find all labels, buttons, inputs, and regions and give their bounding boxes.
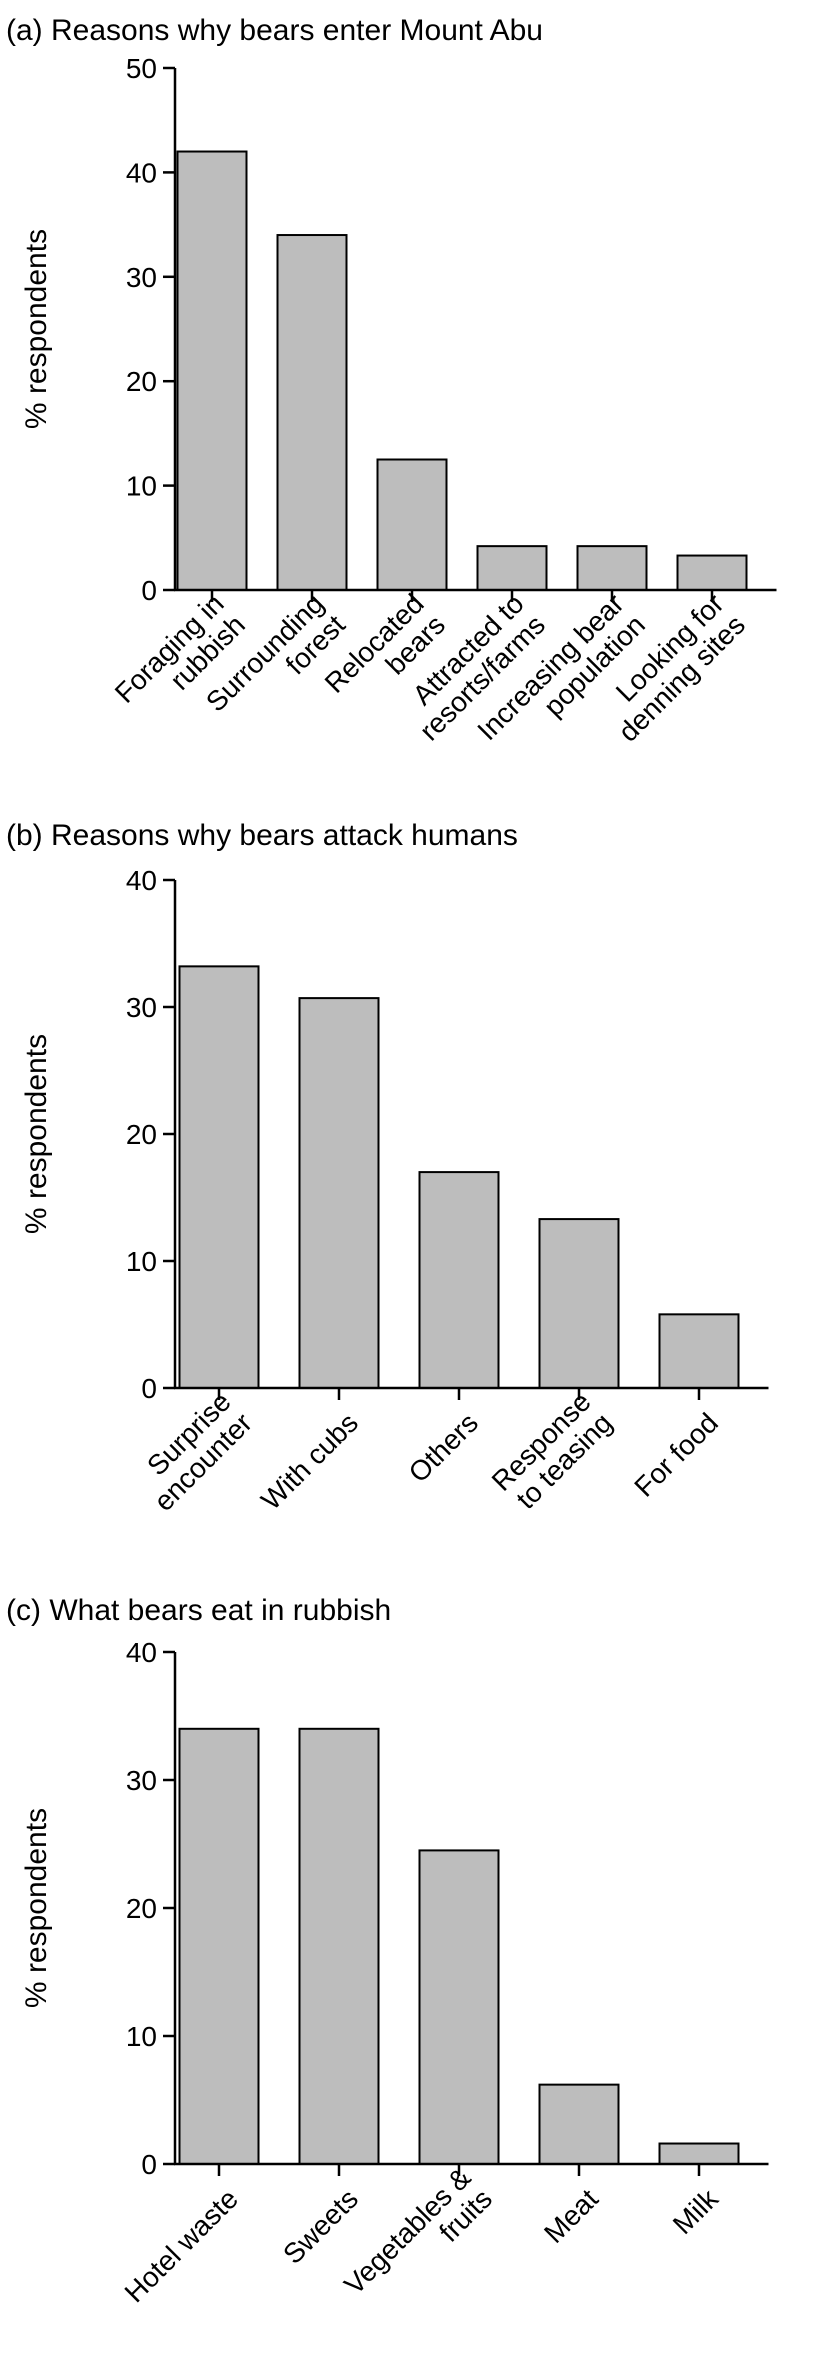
x-tick-label: Others [403, 1407, 484, 1488]
bar [476, 545, 548, 591]
x-tick-label: Sweets [277, 2183, 364, 2270]
bar [178, 965, 260, 1389]
x-tick-label: Surpriseencounter [127, 1386, 258, 1517]
y-tick-label: 10 [126, 2021, 157, 2052]
y-tick-label: 20 [126, 1893, 157, 1924]
y-tick-label: 30 [126, 262, 157, 293]
bar [658, 2142, 740, 2166]
y-tick-label: 50 [126, 53, 157, 84]
bar [418, 1849, 500, 2166]
bar [538, 1218, 620, 1389]
y-tick-label: 10 [126, 1246, 157, 1277]
bar [418, 1171, 500, 1389]
y-tick-label: 20 [126, 366, 157, 397]
bar [178, 1727, 260, 2166]
x-tick-label: Responseto teasing [486, 1386, 618, 1518]
y-tick-label: 40 [126, 1637, 157, 1668]
x-tick-label-line: Hotel waste [119, 2183, 244, 2308]
bar [376, 458, 448, 591]
y-tick-label: 20 [126, 1119, 157, 1150]
x-tick-label: Hotel waste [119, 2183, 244, 2308]
x-tick-label-line: For food [628, 1407, 724, 1503]
chart-panel-2: (b) Reasons why bears attack humans % res… [6, 819, 769, 1518]
y-axis-label: % respondents [20, 1034, 53, 1234]
x-tick-label: With cubs [255, 1407, 364, 1516]
y-axis-label: % respondents [20, 1808, 53, 2008]
bar [676, 554, 748, 591]
y-tick-label: 0 [141, 575, 157, 606]
y-tick-label: 0 [141, 2149, 157, 2180]
x-tick-label: Meat [538, 2183, 604, 2249]
chart-panel-1: (a) Reasons why bears enter Mount Abu % r… [6, 14, 777, 748]
bar [298, 1727, 380, 2166]
x-tick-label-line: With cubs [255, 1407, 364, 1516]
chart-title: (a) Reasons why bears enter Mount Abu [6, 14, 543, 47]
y-axis-label: % respondents [20, 229, 53, 429]
x-tick-label-line: Sweets [277, 2183, 364, 2270]
bar [276, 234, 348, 591]
x-tick-label-line: Others [403, 1407, 484, 1488]
chart-title: (c) What bears eat in rubbish [6, 1594, 391, 1627]
y-tick-label: 30 [126, 992, 157, 1023]
bar [176, 150, 248, 592]
x-tick-label-line: Meat [538, 2183, 604, 2249]
y-tick-label: 10 [126, 471, 157, 502]
bar [576, 545, 648, 591]
x-tick-label: Milk [667, 2182, 725, 2240]
y-tick-label: 0 [141, 1373, 157, 1404]
x-tick-label-line: Milk [667, 2182, 725, 2240]
chart-title: (b) Reasons why bears attack humans [6, 819, 518, 852]
chart-panel-3: (c) What bears eat in rubbish % responden… [6, 1594, 769, 2322]
y-tick-label: 40 [126, 157, 157, 188]
bar [298, 997, 380, 1389]
x-tick-label: For food [628, 1407, 724, 1503]
y-tick-label: 40 [126, 865, 157, 896]
x-tick-label: Vegetables &fruits [338, 2162, 498, 2322]
bar [538, 2083, 620, 2165]
bar [658, 1313, 740, 1389]
y-tick-label: 30 [126, 1765, 157, 1796]
